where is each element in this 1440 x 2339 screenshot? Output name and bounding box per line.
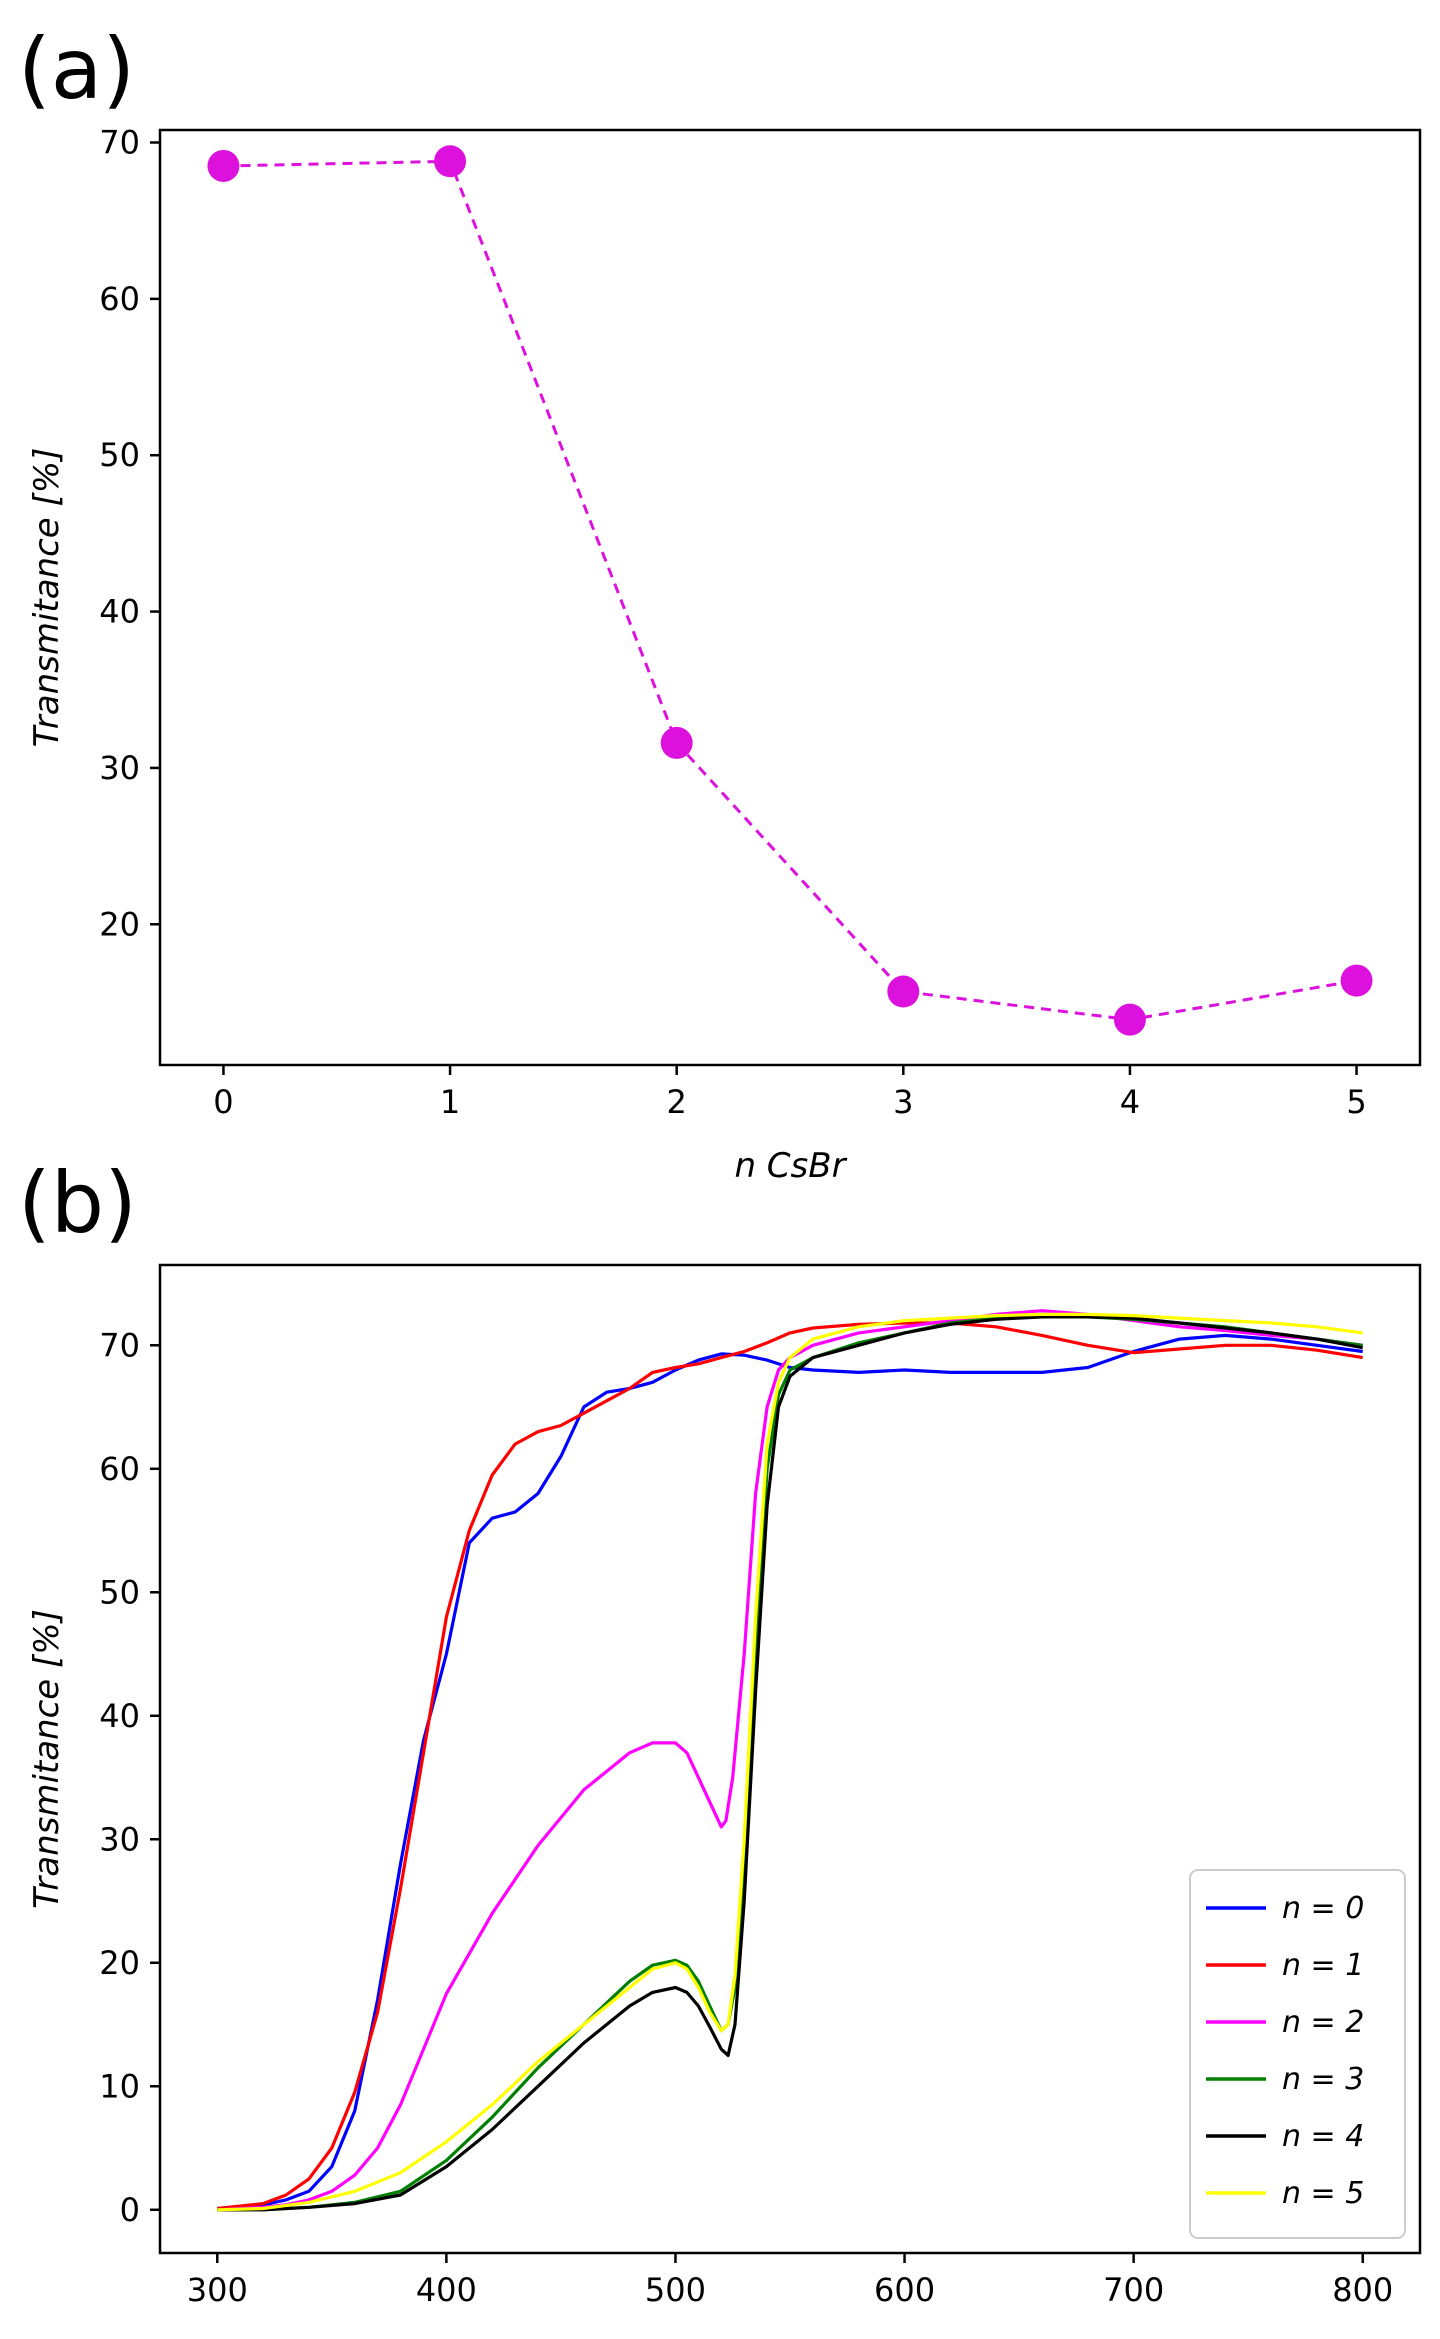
- x-tick-label: 300: [187, 2271, 248, 2309]
- panel-label: (b): [18, 1154, 137, 1252]
- x-tick-label: 800: [1332, 2271, 1393, 2309]
- series-line-n-5: [217, 1312, 1363, 2212]
- plot-area: [207, 145, 1373, 1036]
- legend-label: n = 5: [1282, 2176, 1364, 2211]
- series-line-n-0: [217, 1333, 1363, 2211]
- x-tick-label: 2: [667, 1083, 687, 1121]
- y-tick-label: 50: [99, 1573, 140, 1611]
- x-tick-label: 700: [1103, 2271, 1164, 2309]
- x-tick-label: 1: [440, 1083, 460, 1121]
- panel-label: (a): [18, 20, 135, 118]
- chart-panel-a: (a) 0 1 2 3 4 5 20 30 40 50 60 70 n CsBr Transmitance …: [18, 20, 1422, 1186]
- y-tick-label: 20: [99, 905, 140, 943]
- x-tick-label: 400: [416, 2271, 477, 2309]
- y-tick-label: 70: [99, 124, 140, 162]
- data-point-4: [1113, 1003, 1146, 1036]
- series-line-n-2: [217, 1309, 1363, 2212]
- legend-label: n = 4: [1282, 2119, 1364, 2154]
- y-tick-label: 40: [99, 1697, 140, 1735]
- series-line-n-4: [217, 1315, 1363, 2212]
- legend: n = 0 n = 1 n = 2 n = 3 n = 4 n = 5: [1189, 1869, 1406, 2239]
- y-axis-label: Transmitance [%]: [27, 1609, 67, 1909]
- x-axis-label: λ [nm]: [732, 2334, 846, 2339]
- y-tick-label: 50: [99, 436, 140, 474]
- data-point-3: [887, 975, 920, 1008]
- series-line-n-1: [217, 1321, 1363, 2211]
- axes-frame: [158, 1263, 1422, 2255]
- data-point-1: [434, 145, 467, 178]
- x-tick-label: 5: [1346, 1083, 1366, 1121]
- y-tick-label: 70: [99, 1326, 140, 1364]
- y-tick-label: 30: [99, 749, 140, 787]
- x-tick-label: 500: [645, 2271, 706, 2309]
- data-point-2: [660, 726, 693, 759]
- data-point-5: [1340, 964, 1373, 997]
- data-point-0: [207, 149, 240, 182]
- x-tick-label: 600: [874, 2271, 935, 2309]
- chart-panel-b: (b) 300 400 500 600 700 800 0 10 20 30 40 50 60 70 λ [n…: [18, 1154, 1422, 2339]
- y-tick-label: 60: [99, 280, 140, 318]
- legend-box: [1189, 1869, 1406, 2239]
- y-axis-label: Transmitance [%]: [27, 448, 67, 748]
- legend-label: n = 0: [1282, 1891, 1364, 1926]
- y-tick-label: 30: [99, 1820, 140, 1858]
- x-tick-label: 3: [893, 1083, 913, 1121]
- x-tick-label: 0: [213, 1083, 233, 1121]
- y-tick-label: 0: [120, 2191, 140, 2229]
- y-tick-label: 60: [99, 1450, 140, 1488]
- plot-area: [217, 1309, 1363, 2212]
- series-line-transmitance: [223, 159, 1357, 1022]
- legend-label: n = 2: [1282, 2005, 1364, 2040]
- y-tick-label: 10: [99, 2067, 140, 2105]
- legend-label: n = 3: [1282, 2062, 1364, 2097]
- x-axis-label: n CsBr: [734, 1146, 847, 1186]
- x-tick-label: 4: [1120, 1083, 1140, 1121]
- y-tick-label: 20: [99, 1944, 140, 1982]
- y-tick-label: 40: [99, 593, 140, 631]
- axes-frame: [158, 128, 1422, 1067]
- legend-label: n = 1: [1282, 1948, 1364, 1983]
